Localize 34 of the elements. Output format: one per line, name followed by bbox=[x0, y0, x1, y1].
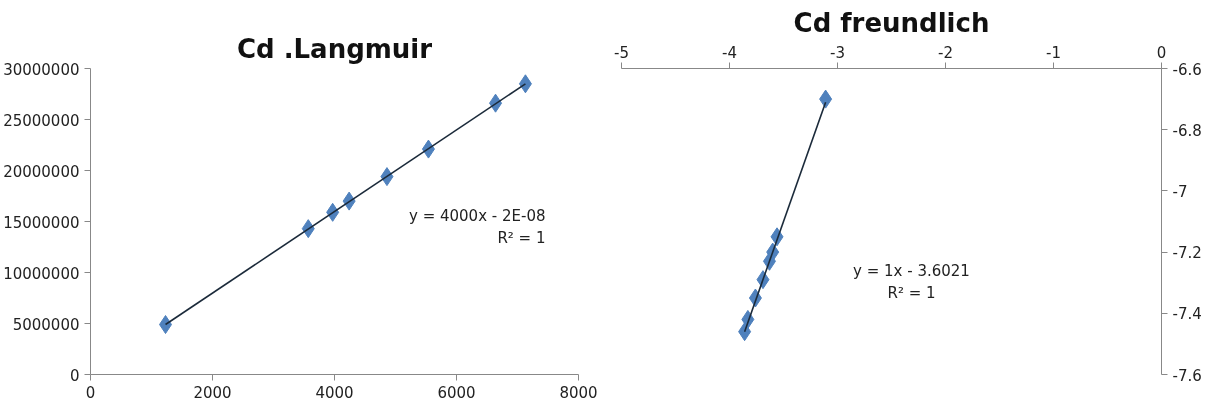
point bbox=[819, 89, 833, 109]
y-tick-label: 15000000 bbox=[3, 213, 80, 232]
y-tick-label: -7.6 bbox=[1172, 366, 1202, 385]
y-tick-label: 20000000 bbox=[3, 162, 80, 181]
y-tick-label: 30000000 bbox=[3, 60, 80, 79]
chart-title: Cd freundlich bbox=[793, 7, 990, 38]
y-tick-label: -7.2 bbox=[1172, 244, 1202, 263]
point bbox=[738, 322, 752, 342]
y-tick-label: -6.8 bbox=[1172, 121, 1202, 140]
x-tick-label: -2 bbox=[938, 43, 953, 62]
point bbox=[518, 74, 532, 94]
y-tick-label: -7.4 bbox=[1172, 305, 1202, 324]
x-tick-label: 8000 bbox=[559, 383, 598, 402]
x-tick-label: 6000 bbox=[437, 383, 476, 402]
y-tick-label: 25000000 bbox=[3, 111, 80, 130]
x-tick-label: -1 bbox=[1046, 43, 1061, 62]
x-tick-label: -5 bbox=[614, 43, 629, 62]
x-tick-label: -4 bbox=[722, 43, 737, 62]
annotation: y = 1x - 3.6021 bbox=[853, 261, 970, 280]
y-tick-label: -6.6 bbox=[1172, 60, 1202, 79]
annotation: R² = 1 bbox=[497, 228, 546, 247]
y-tick-label: -7 bbox=[1172, 182, 1188, 201]
y-tick-label: 0 bbox=[69, 366, 80, 385]
x-tick-label: 2000 bbox=[193, 383, 232, 402]
point bbox=[159, 315, 173, 335]
x-tick-label: 0 bbox=[85, 383, 96, 402]
y-tick-label: 10000000 bbox=[3, 264, 80, 283]
annotation: R² = 1 bbox=[887, 283, 936, 302]
chart-title: Cd .Langmuir bbox=[236, 33, 433, 64]
x-tick-label: -3 bbox=[830, 43, 845, 62]
x-tick-label: 0 bbox=[1156, 43, 1167, 62]
x-tick-label: 4000 bbox=[315, 383, 354, 402]
y-tick-label: 5000000 bbox=[12, 315, 80, 334]
annotation: y = 4000x - 2E-08 bbox=[409, 206, 546, 225]
